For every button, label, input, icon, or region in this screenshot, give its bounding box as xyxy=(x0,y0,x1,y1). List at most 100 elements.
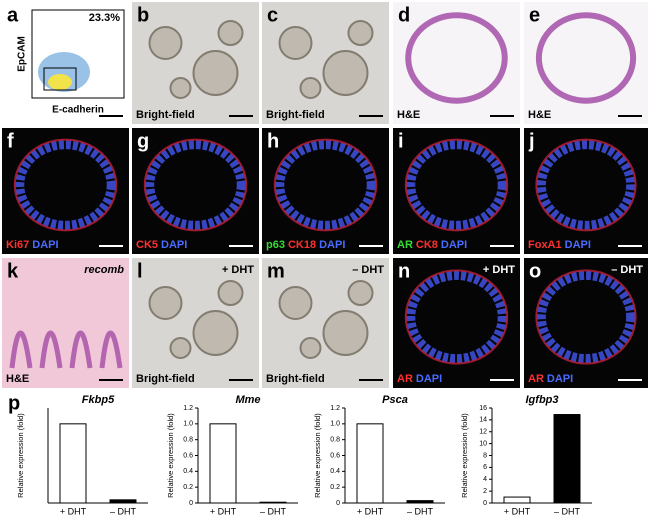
panel-image xyxy=(2,258,129,388)
stain: FoxA1 xyxy=(528,239,562,251)
annotation: + DHT xyxy=(483,264,515,276)
organoid xyxy=(169,77,192,99)
stain-caption: AR DAPI xyxy=(528,373,573,385)
gland xyxy=(9,330,33,369)
annotation: + DHT xyxy=(222,264,254,276)
panel-letter: f xyxy=(7,130,14,152)
chart-title: Fkbp5 xyxy=(82,394,115,406)
panel-letter: h xyxy=(267,130,279,152)
y-tick-label: 0 xyxy=(483,500,487,507)
stain: CK18 xyxy=(288,239,316,251)
bar xyxy=(59,423,87,504)
cell-ring-outer xyxy=(404,269,509,365)
panel-letter: b xyxy=(137,4,149,26)
stain: DAPI xyxy=(441,239,467,251)
organoid xyxy=(278,286,313,320)
caption: H&E xyxy=(397,109,420,121)
panel-letter: c xyxy=(267,4,278,26)
annotation: recomb xyxy=(84,264,124,276)
stain: CK8 xyxy=(416,239,438,251)
y-tick-label: 4 xyxy=(483,476,487,483)
cell-ring xyxy=(15,140,116,230)
bar xyxy=(406,500,434,504)
stain: DAPI xyxy=(416,373,442,385)
y-label: EpCAM xyxy=(17,36,28,72)
cell-ring xyxy=(406,140,507,230)
stain: DAPI xyxy=(32,239,58,251)
x-tick-label: + DHT xyxy=(357,506,384,516)
organoid xyxy=(278,26,313,60)
y-tick-label: 0.6 xyxy=(183,452,193,459)
bar xyxy=(259,501,287,504)
cell-ring-outer xyxy=(13,138,118,232)
y-tick-label: 16 xyxy=(479,405,487,412)
cell-ring xyxy=(536,140,636,230)
chart-title: Mme xyxy=(235,394,260,406)
caption: Bright-field xyxy=(136,109,195,121)
y-tick-label: 0.4 xyxy=(183,468,193,475)
x-tick-label: – DHT xyxy=(260,506,287,516)
y-tick-label: 12 xyxy=(479,429,487,436)
x-tick-label: + DHT xyxy=(210,506,237,516)
cell-ring-outer xyxy=(535,269,637,365)
x-label: E-cadherin xyxy=(52,105,104,116)
y-tick-label: 0.2 xyxy=(183,484,193,491)
y-tick-label: 1.2 xyxy=(183,405,193,412)
y-axis-label: Relative expression (fold) xyxy=(460,413,469,498)
gate xyxy=(43,67,77,91)
gland xyxy=(39,330,63,369)
y-axis-label: Relative expression (fold) xyxy=(16,413,25,498)
y-tick-label: 14 xyxy=(479,417,487,424)
tissue-ring xyxy=(535,12,637,104)
organoid xyxy=(192,50,239,96)
y-tick-label: 0.8 xyxy=(183,437,193,444)
y-tick-label: 6 xyxy=(483,464,487,471)
y-tick-label: 0.6 xyxy=(330,452,340,459)
stain-caption: AR CK8 DAPI xyxy=(397,239,467,251)
stain: CK5 xyxy=(136,239,158,251)
caption: H&E xyxy=(528,109,551,121)
cell-ring xyxy=(406,270,507,364)
panel-letter: p xyxy=(8,392,20,414)
y-tick-label: 0 xyxy=(189,500,193,507)
y-axis-label: Relative expression (fold) xyxy=(313,413,322,498)
y-tick-label: 0.2 xyxy=(330,484,340,491)
stain: p63 xyxy=(266,239,285,251)
annotation: – DHT xyxy=(611,264,643,276)
density-core xyxy=(48,74,72,90)
cell-ring xyxy=(145,140,246,230)
stain: DAPI xyxy=(161,239,187,251)
panel-letter: a xyxy=(7,4,19,26)
panel-image xyxy=(524,2,648,124)
y-tick-label: 1.0 xyxy=(183,421,193,428)
panel-letter: e xyxy=(529,4,540,26)
x-tick-label: + DHT xyxy=(60,506,87,516)
organoid xyxy=(148,286,183,320)
x-tick-label: – DHT xyxy=(110,506,137,516)
chart-title: Psca xyxy=(382,394,408,406)
panel-image xyxy=(393,2,520,124)
bar xyxy=(553,414,581,504)
organoid xyxy=(322,310,369,356)
panel-letter: o xyxy=(529,260,541,282)
stain-caption: FoxA1 DAPI xyxy=(528,239,591,251)
bar xyxy=(109,499,137,504)
panel-letter: i xyxy=(398,130,404,152)
annotation: 23.3% xyxy=(89,12,120,24)
y-tick-label: 0.8 xyxy=(330,437,340,444)
x-tick-label: – DHT xyxy=(554,506,581,516)
stain: AR xyxy=(397,239,413,251)
organoid xyxy=(347,280,374,306)
y-tick-label: 8 xyxy=(483,452,487,459)
caption: H&E xyxy=(6,373,29,385)
organoid xyxy=(148,26,183,60)
stain: AR xyxy=(528,373,544,385)
y-tick-label: 2 xyxy=(483,488,487,495)
y-axis-label: Relative expression (fold) xyxy=(166,413,175,498)
stain: DAPI xyxy=(319,239,345,251)
stain: Ki67 xyxy=(6,239,29,251)
cell-ring-outer xyxy=(535,138,637,232)
bar xyxy=(503,496,531,504)
organoid xyxy=(217,280,244,306)
bar xyxy=(356,423,384,504)
